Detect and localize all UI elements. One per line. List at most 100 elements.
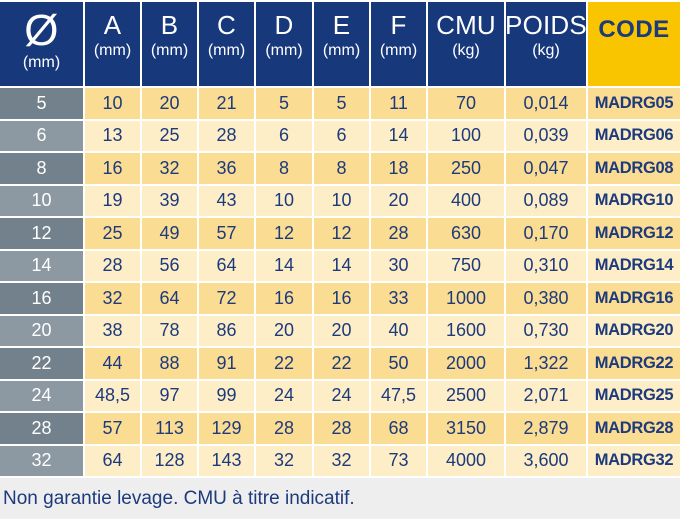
col-header-unit: (kg) [452,41,480,59]
table-header-row: Ø (mm) A (mm) B (mm) [0,0,680,88]
cell-poids: 0,310 [504,250,586,283]
cell-f: 47,5 [369,380,426,413]
cell-b: 128 [140,445,197,478]
cell-code: MADRG12 [586,218,680,251]
cell-b: 56 [140,250,197,283]
cell-poids: 0,039 [504,120,586,153]
cell-diameter: 24 [0,380,83,413]
cell-code: MADRG10 [586,185,680,218]
cell-e: 6 [312,120,369,153]
cell-code: MADRG32 [586,445,680,478]
table-row: 28 57 113 129 28 28 68 3150 2,879 MADRG28 [0,413,680,446]
cell-a: 57 [83,413,140,446]
cell-a: 48,5 [83,380,140,413]
footnote: Non garantie levage. CMU à titre indicat… [0,478,680,519]
cell-b: 39 [140,185,197,218]
cell-b: 25 [140,120,197,153]
col-header-main: F [390,10,407,41]
col-header-main: CODE [598,16,670,43]
col-header-main: C [217,10,236,41]
cell-e: 16 [312,283,369,316]
cell-diameter: 20 [0,315,83,348]
cell-diameter: 12 [0,218,83,251]
cell-a: 13 [83,120,140,153]
cell-a: 44 [83,348,140,381]
cell-code: MADRG25 [586,380,680,413]
cell-poids: 0,730 [504,315,586,348]
col-header-unit: (mm) [207,41,246,59]
cell-e: 12 [312,218,369,251]
cell-d: 28 [254,413,312,446]
table-row: 14 28 56 64 14 14 30 750 0,310 MADRG14 [0,250,680,283]
cell-f: 18 [369,153,426,186]
table-row: 12 25 49 57 12 12 28 630 0,170 MADRG12 [0,218,680,251]
table-row: 10 19 39 43 10 10 20 400 0,089 MADRG10 [0,185,680,218]
cell-b: 88 [140,348,197,381]
table-row: 20 38 78 86 20 20 40 1600 0,730 MADRG20 [0,315,680,348]
cell-c: 143 [197,445,254,478]
cell-c: 64 [197,250,254,283]
cell-d: 10 [254,185,312,218]
col-header-main: POIDS [505,10,587,41]
cell-a: 16 [83,153,140,186]
cell-d: 20 [254,315,312,348]
cell-diameter: 8 [0,153,83,186]
col-header-main: E [332,10,351,41]
cell-cmu: 4000 [426,445,504,478]
col-header-a: A (mm) [83,0,140,88]
cell-d: 8 [254,153,312,186]
cell-cmu: 1600 [426,315,504,348]
col-header-b: B (mm) [140,0,197,88]
cell-code: MADRG05 [586,88,680,121]
cell-poids: 3,600 [504,445,586,478]
cell-code: MADRG14 [586,250,680,283]
col-header-unit: (mm) [93,41,132,59]
cell-cmu: 750 [426,250,504,283]
col-header-main: B [160,10,179,41]
cell-f: 28 [369,218,426,251]
cell-poids: 1,322 [504,348,586,381]
cell-c: 28 [197,120,254,153]
col-header-unit: (mm) [150,41,189,59]
cell-cmu: 250 [426,153,504,186]
table-row: 6 13 25 28 6 6 14 100 0,039 MADRG06 [0,120,680,153]
col-header-unit: (mm) [322,41,361,59]
cell-d: 6 [254,120,312,153]
cell-f: 11 [369,88,426,121]
cell-c: 86 [197,315,254,348]
cell-b: 64 [140,283,197,316]
cell-cmu: 3150 [426,413,504,446]
cell-c: 36 [197,153,254,186]
cell-e: 24 [312,380,369,413]
cell-f: 40 [369,315,426,348]
cell-e: 14 [312,250,369,283]
cell-d: 16 [254,283,312,316]
cell-poids: 0,014 [504,88,586,121]
col-header-unit: (mm) [22,54,61,71]
table-row: 32 64 128 143 32 32 73 4000 3,600 MADRG32 [0,445,680,478]
cell-poids: 0,380 [504,283,586,316]
cell-diameter: 28 [0,413,83,446]
col-header-code: CODE [586,0,680,88]
cell-diameter: 32 [0,445,83,478]
cell-e: 10 [312,185,369,218]
cell-d: 14 [254,250,312,283]
cell-a: 28 [83,250,140,283]
col-header-unit: (kg) [532,41,560,59]
cell-d: 22 [254,348,312,381]
cell-diameter: 10 [0,185,83,218]
cell-b: 78 [140,315,197,348]
cell-d: 32 [254,445,312,478]
cell-c: 43 [197,185,254,218]
cell-b: 113 [140,413,197,446]
cell-d: 24 [254,380,312,413]
cell-f: 73 [369,445,426,478]
col-header-cmu: CMU (kg) [426,0,504,88]
cell-c: 91 [197,348,254,381]
cell-f: 20 [369,185,426,218]
col-header-e: E (mm) [312,0,369,88]
cell-c: 57 [197,218,254,251]
cell-c: 72 [197,283,254,316]
col-header-main: D [274,10,294,41]
col-header-unit: (mm) [379,41,418,59]
